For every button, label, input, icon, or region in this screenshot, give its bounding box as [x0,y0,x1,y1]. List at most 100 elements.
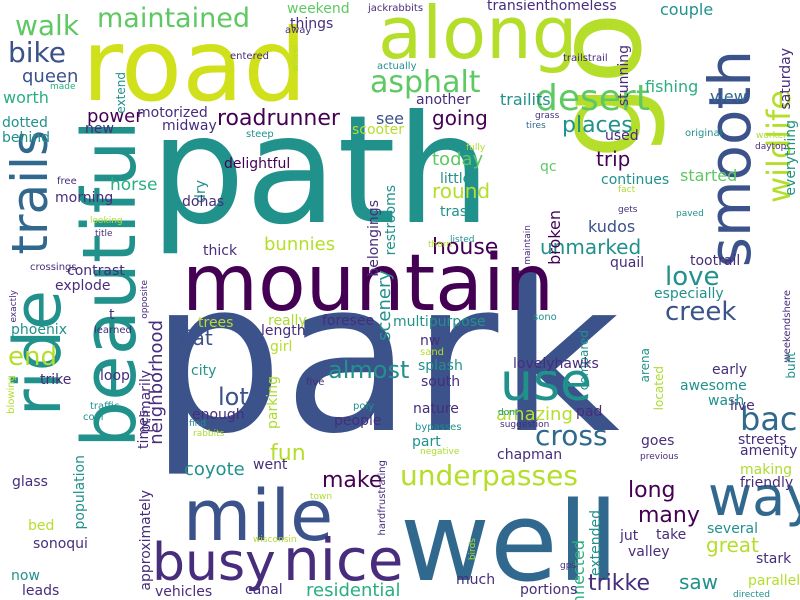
word-friendly: friendly [740,475,793,491]
word-approximately: approximately [138,490,154,591]
word-trees: trees [198,315,233,331]
word-worker: worker [756,131,787,141]
word-jackrabbits: jackrabbits [367,3,423,14]
word-dotted: dotted [2,115,48,131]
word-find: find [189,419,206,429]
word-way: way [708,465,800,528]
word-continues: continues [601,172,669,188]
word-bed: bed [28,518,54,534]
word-traffic: traffic [90,401,119,412]
word-see: see [376,109,404,128]
word-original: original [685,128,722,139]
word-today: today [432,149,484,170]
word-listed: listed [450,235,474,245]
word-arena: arena [638,348,652,382]
word-directed: directed [733,590,770,600]
word-another: another [416,92,471,108]
word-stark: stark [756,551,792,567]
word-broken: broken [545,210,564,265]
word-roadrunner: roadrunner [217,106,341,131]
word-contrast: contrast [67,263,125,279]
word-tires: tires [526,121,546,131]
word-wheel: wheel [291,45,301,72]
word-extend: extend [114,72,128,114]
word-girl: girl [270,339,292,355]
word-negative: negative [420,447,460,457]
word-scenery: scenery [374,270,395,341]
word-used: used [605,128,639,144]
word-stunning: stunning [616,45,632,106]
word-paved: paved [676,209,704,219]
word-wildlife: wildlife [760,90,798,203]
word-midway: midway [162,118,217,134]
word-nw: nw [420,333,440,349]
word-creek: creek [665,297,736,327]
word-south: south [421,374,460,390]
word-pad: pad [576,404,602,420]
word-five: five [306,377,324,388]
word-canal: canal [245,582,283,598]
word-goes: goes [641,433,674,449]
word-motorized: motorized [137,105,208,121]
word-city: city [191,363,216,379]
word-great: great [706,533,759,557]
word-bunnies: bunnies [264,234,335,255]
word-making: making [740,462,792,478]
word-amenity: amenity [740,443,797,459]
word-enough: enough [192,407,245,423]
word-sono: sono [533,312,557,323]
word-trike: trike [40,372,71,388]
word-neighborhood: neighborhood [146,320,167,445]
word-gps: gps [560,561,576,571]
word-thick: thick [203,243,238,259]
word-birds: birds [468,538,478,560]
word-wisconsin: wisconsin [253,535,297,545]
word-leads: leads [22,583,59,599]
word-saturday: saturday [778,48,794,110]
word-trailits: trailits [500,90,551,109]
word-streets: streets [738,432,786,448]
word-walk: walk [15,9,80,42]
word-qc: qc [540,159,557,175]
word-delightful: delightful [224,156,290,172]
word-kudos: kudos [588,217,635,236]
word-path: path [150,84,491,258]
word-love: love [665,262,720,292]
word-trails: trails [1,130,59,255]
word-opposite: opposite [140,280,150,319]
word-away: away [285,25,311,36]
word-things: things [290,16,333,32]
word-actually: actually [377,61,417,72]
word-dont: dont [498,408,519,418]
word-looking: looking [90,216,123,226]
word-back: back [740,400,800,438]
word-cool: cool [83,412,104,423]
word-house: house [432,235,498,260]
word-nice: nice [283,526,403,594]
word-behind: behind [2,130,50,146]
word-free: free [57,176,77,187]
word-road: road [82,7,307,124]
word-entered: entered [230,51,269,62]
word-couple: couple [660,0,713,19]
word-busy: busy [152,533,276,593]
word-horse: horse [110,175,157,195]
word-round: round [432,179,490,203]
word-belongings: belongings [366,200,382,277]
word-ride: ride [1,290,76,416]
word-long: long [628,478,675,503]
word-gets: gets [618,205,638,215]
word-maintained: maintained [97,3,250,34]
word-suggestion: suggestion [500,420,549,430]
word-fact: fact [618,185,636,195]
word-multipurpose: multipurpose [393,314,486,330]
word-phoenix: phoenix [11,322,67,338]
word-now: now [11,568,40,584]
word-exactly: exactly [9,289,19,322]
word-little: little [440,171,471,187]
word-steep: steep [246,129,274,140]
word-splash: splash [418,358,463,374]
word-blowing: blowing [6,375,17,414]
